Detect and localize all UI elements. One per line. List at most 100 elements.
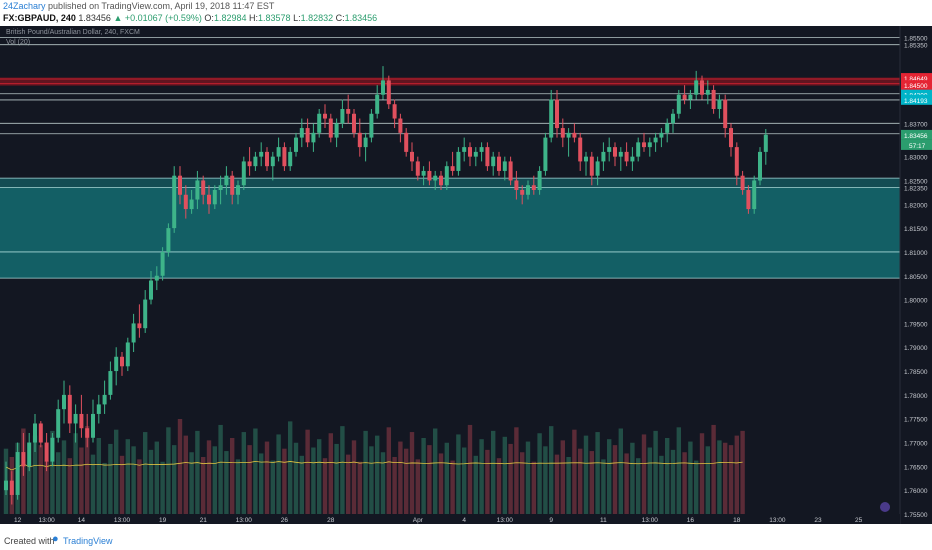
candle: [15, 442, 20, 500]
volume-bar: [537, 433, 542, 514]
candle: [659, 128, 664, 148]
candle-body: [427, 170, 432, 181]
volume-bar: [607, 439, 612, 514]
volume-bar: [206, 440, 212, 514]
volume-bar: [50, 430, 55, 514]
x-tick-label: Apr: [413, 517, 424, 524]
candle: [589, 151, 594, 186]
candle-body: [282, 147, 287, 167]
y-tick-label: 1.84649: [904, 76, 928, 83]
price-chart[interactable]: 1.855001.853501.846491.845001.843001.841…: [0, 26, 932, 524]
author-link[interactable]: 24Zachary: [3, 1, 46, 11]
candle: [288, 147, 293, 171]
chart-panel[interactable]: British Pound/Australian Dollar, 240, FX…: [0, 26, 932, 524]
x-tick-label: 21: [200, 517, 208, 524]
volume-bar: [450, 460, 455, 514]
settings-badge-icon: [880, 502, 890, 512]
candle-body: [4, 480, 8, 491]
volume-bar: [148, 449, 154, 514]
volume-bar: [462, 447, 467, 514]
candle: [108, 361, 113, 400]
volume-bar: [456, 434, 461, 514]
candle: [694, 70, 699, 100]
candle: [299, 118, 304, 148]
x-tick-label: 18: [733, 517, 741, 524]
y-tick-label: 1.83000: [904, 155, 928, 162]
x-tick-label: 23: [814, 517, 822, 524]
candle-body: [439, 175, 443, 186]
candle: [421, 166, 426, 186]
x-tick-label: 16: [687, 517, 695, 524]
candle: [468, 142, 472, 167]
candle: [752, 175, 757, 214]
candle-body: [473, 151, 478, 157]
volume-bar: [427, 445, 432, 514]
candle: [44, 433, 49, 472]
candle-body: [299, 128, 304, 138]
volume-bar: [665, 438, 670, 514]
candle: [212, 185, 217, 210]
candle-body: [363, 137, 368, 148]
volume-bar: [143, 432, 148, 514]
volume-bar: [172, 445, 177, 514]
candle: [265, 147, 269, 171]
x-tick-label: 11: [600, 517, 607, 524]
candle-body: [346, 109, 351, 114]
volume-bar: [566, 457, 571, 514]
volume-bar: [717, 440, 722, 514]
candle: [520, 185, 525, 205]
x-tick-label: 13:00: [236, 517, 253, 524]
candle-body: [624, 151, 629, 162]
candle: [607, 137, 612, 162]
volume-bar: [473, 455, 478, 514]
volume-bar: [79, 447, 84, 514]
volume-bar: [137, 459, 142, 514]
candle: [38, 421, 43, 448]
volume-bar: [380, 452, 386, 514]
candle-body: [218, 185, 223, 190]
volume-bar: [618, 428, 623, 514]
volume-bar: [485, 449, 490, 514]
support-zone: [0, 178, 900, 188]
volume-bar: [114, 429, 119, 514]
candle-body: [212, 190, 217, 205]
candle-body: [178, 175, 182, 195]
volume-bar: [102, 462, 107, 514]
volume-bar: [375, 435, 380, 514]
volume-bar: [491, 430, 496, 514]
volume-bar: [201, 457, 206, 514]
candle: [543, 132, 548, 176]
candle-body: [572, 132, 577, 138]
candle: [166, 223, 171, 257]
candle: [653, 132, 658, 152]
price-change: ▲ +0.01067 (+0.59%): [113, 13, 202, 23]
volume-bar: [409, 432, 415, 514]
candle: [566, 128, 571, 157]
candle: [207, 185, 211, 214]
x-tick-label: 26: [281, 517, 289, 524]
candle: [56, 399, 61, 443]
volume-bar: [421, 438, 426, 514]
candle-body: [131, 323, 136, 343]
volume-bar: [276, 434, 281, 514]
candle-body: [647, 142, 652, 148]
candle: [120, 352, 124, 376]
created-with-text: Created with: [4, 536, 55, 546]
candle: [125, 337, 130, 372]
candle-body: [386, 80, 391, 105]
candle: [149, 271, 153, 305]
candle: [763, 129, 768, 165]
high-label: H:: [249, 13, 258, 23]
tradingview-brand[interactable]: TradingView: [63, 536, 113, 546]
candle: [247, 147, 252, 176]
candle: [201, 175, 206, 205]
y-tick-label: 1.85500: [904, 36, 928, 43]
candle: [671, 109, 675, 133]
candle-body: [734, 147, 739, 176]
candle: [734, 142, 739, 186]
x-tick-label: 25: [855, 517, 863, 524]
volume-bar: [508, 443, 513, 514]
candle-body: [763, 134, 768, 152]
candle: [560, 118, 565, 148]
candle: [276, 137, 281, 162]
